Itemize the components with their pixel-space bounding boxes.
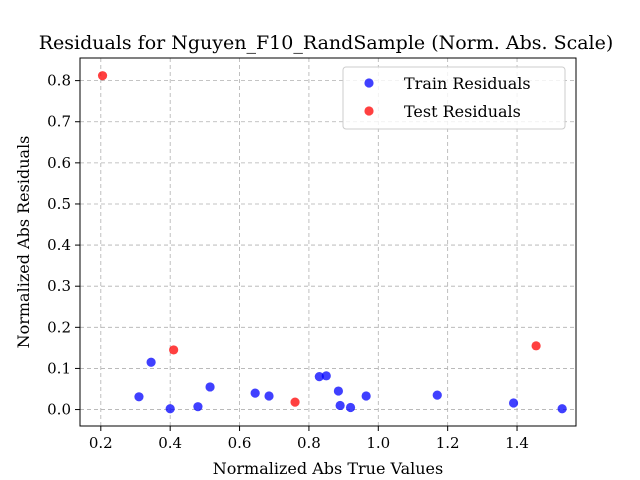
legend: Train Residuals Test Residuals	[342, 66, 566, 130]
chart-title: Residuals for Nguyen_F10_RandSample (Nor…	[39, 32, 614, 54]
x-tick-label: 1.4	[505, 434, 529, 452]
test-point	[169, 345, 179, 355]
x-tick-label: 0.6	[228, 434, 252, 452]
train-point	[335, 400, 345, 411]
test-point	[531, 341, 541, 351]
y-axis-ticks: 0.0 0.1 0.2 0.3 0.4 0.5 0.6 0.7 0.8	[47, 72, 80, 419]
test-point	[97, 71, 108, 81]
legend-train-label: Train Residuals	[404, 74, 531, 93]
train-point	[345, 402, 356, 413]
y-tick-label: 0.5	[47, 195, 71, 213]
train-point	[432, 390, 442, 400]
y-tick-label: 0.0	[47, 401, 71, 419]
train-point	[134, 392, 144, 402]
legend-test-label: Test Residuals	[404, 102, 521, 121]
train-point	[193, 402, 203, 412]
y-tick-label: 0.1	[47, 359, 71, 377]
legend-test-marker	[364, 106, 374, 116]
train-point	[361, 391, 371, 401]
x-tick-label: 1.2	[436, 434, 460, 452]
x-tick-label: 0.8	[297, 434, 321, 452]
legend-train-marker	[364, 78, 374, 88]
train-point	[146, 357, 156, 367]
grid	[80, 58, 576, 426]
x-tick-label: 0.2	[89, 434, 113, 452]
y-tick-label: 0.7	[47, 113, 71, 131]
test-point	[290, 397, 300, 407]
train-point	[250, 388, 260, 398]
y-tick-label: 0.3	[47, 277, 71, 295]
y-tick-label: 0.2	[47, 318, 71, 336]
train-point	[557, 404, 567, 414]
x-axis-ticks: 0.2 0.4 0.6 0.8 1.0 1.2 1.4	[89, 426, 529, 452]
train-point	[314, 372, 324, 382]
train-point	[333, 386, 344, 396]
legend-box	[342, 66, 566, 130]
y-tick-label: 0.4	[47, 236, 71, 254]
x-axis-label: Normalized Abs True Values	[213, 459, 443, 478]
train-point	[264, 391, 274, 401]
x-tick-label: 0.4	[158, 434, 182, 452]
train-point	[508, 398, 519, 408]
train-point	[165, 404, 175, 414]
y-tick-label: 0.8	[47, 72, 71, 90]
data-points	[97, 71, 567, 414]
y-tick-label: 0.6	[47, 154, 71, 172]
plot-frame	[79, 57, 577, 427]
x-tick-label: 1.0	[366, 434, 390, 452]
y-axis-label: Normalized Abs Residuals	[14, 136, 33, 349]
train-point	[205, 382, 215, 392]
train-point	[321, 371, 331, 381]
